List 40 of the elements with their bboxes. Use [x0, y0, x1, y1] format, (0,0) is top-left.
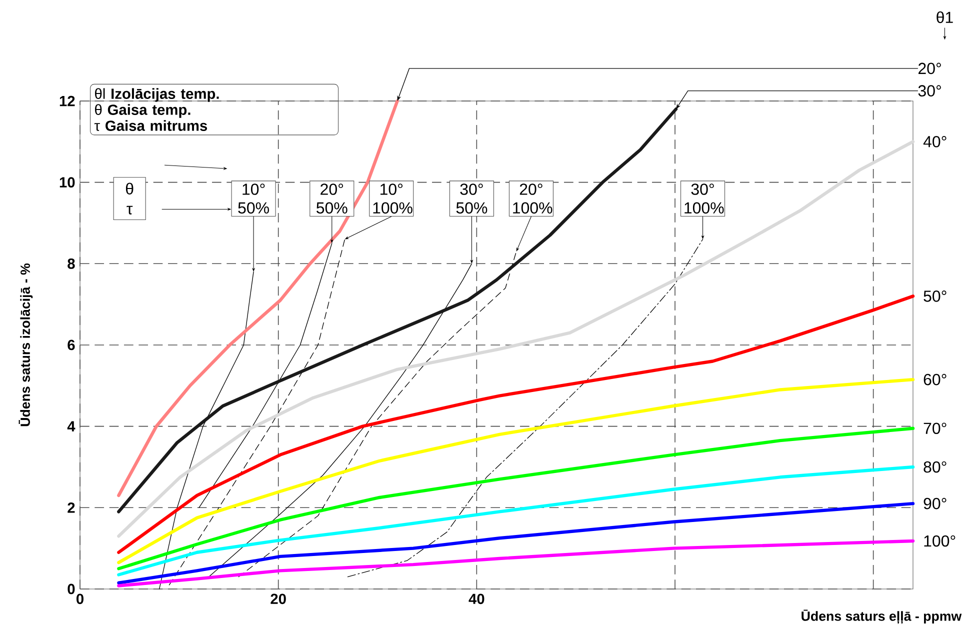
series-label: 100° [924, 535, 956, 547]
y-tick-label: 0 [68, 584, 75, 594]
y-tick-label: 10 [60, 177, 75, 188]
y-tick-label: 8 [68, 258, 75, 269]
series-label: 20° 50% [316, 184, 348, 214]
series-label: 50° [924, 290, 946, 302]
text: 30° 50% [456, 184, 488, 214]
series-label: 30° 100% [684, 184, 724, 214]
line-series [117, 539, 915, 588]
text: 10° 100% [373, 184, 412, 214]
line-series [117, 378, 915, 564]
y-tick-label: 12 [60, 96, 75, 106]
annotation: θl Izolācijas temp. [95, 88, 219, 102]
series-label: 90° [924, 498, 946, 510]
legend-label: 10° 50% [238, 184, 269, 214]
annotation: θ [126, 182, 134, 194]
annotation: τ Gaisa mitrums [94, 120, 208, 131]
y-axis-title: Ūdens saturs izolācijā - % [18, 263, 33, 426]
annotation: θ Gaisa temp. [95, 104, 190, 118]
x-axis-title: Ūdens saturs eļļā - ppmw [802, 610, 962, 624]
line-series [117, 465, 915, 576]
y-tick-label: 6 [68, 340, 75, 350]
x-tick-label: 0 [76, 594, 84, 604]
series-label: 70° [924, 422, 946, 434]
y-tick-label: 4 [67, 421, 76, 432]
line-series [117, 426, 915, 570]
line-series [117, 140, 915, 538]
y-tick-label: 2 [68, 502, 75, 513]
x-tick-label: 20 [270, 594, 286, 604]
series-label: 60° [924, 374, 946, 386]
text: 20° 100% [513, 184, 552, 214]
line-series [117, 294, 915, 554]
text: 30° [918, 85, 941, 96]
legend-title: θ1 [936, 11, 953, 24]
annotation: τ [126, 206, 133, 214]
series-label: 80° [924, 461, 946, 473]
series-label: 40° [923, 136, 946, 148]
x-tick-label: 40 [468, 594, 484, 604]
line-series [117, 502, 915, 584]
text: 20° [918, 62, 941, 74]
